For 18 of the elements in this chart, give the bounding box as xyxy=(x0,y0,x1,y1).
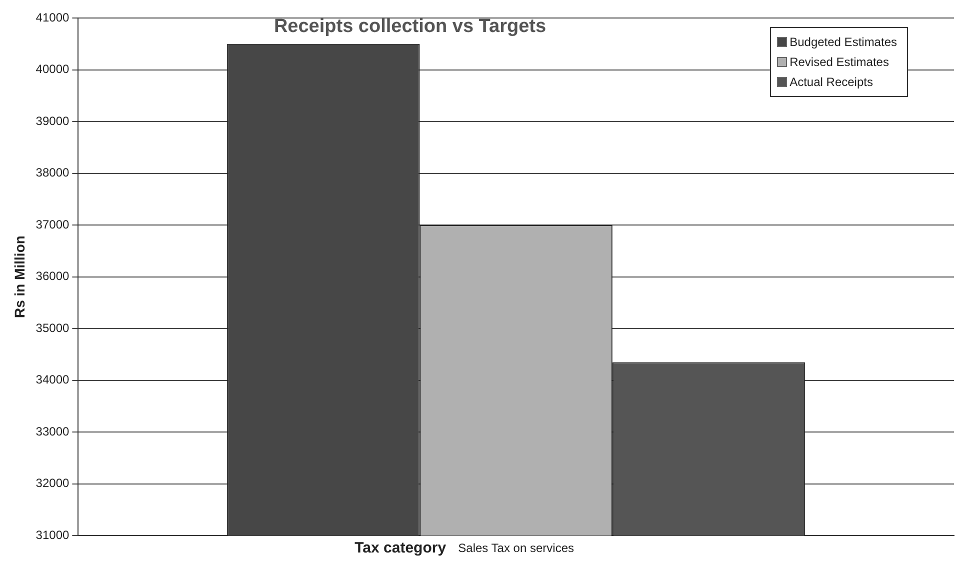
legend-label: Actual Receipts xyxy=(790,75,873,89)
legend-label: Revised Estimates xyxy=(790,55,889,69)
legend-label: Budgeted Estimates xyxy=(790,35,897,49)
x-tick-label: Sales Tax on services xyxy=(458,541,574,556)
y-tick-label: 33000 xyxy=(36,424,70,438)
y-tick-label: 38000 xyxy=(36,166,70,180)
y-tick-label: 40000 xyxy=(36,62,70,76)
y-tick-label: 32000 xyxy=(36,476,70,490)
y-tick-label: 34000 xyxy=(36,372,70,387)
y-tick-label: 39000 xyxy=(36,114,70,128)
chart-title: Receipts collection vs Targets xyxy=(274,16,546,37)
y-axis-title: Rs in Million xyxy=(11,236,28,318)
y-tick-label: 35000 xyxy=(36,320,70,335)
x-axis-title: Tax category xyxy=(354,540,447,557)
y-tick-label: 37000 xyxy=(36,217,70,232)
y-tick-label: 31000 xyxy=(36,528,70,542)
y-tick-label: 36000 xyxy=(36,269,70,284)
y-tick-label: 41000 xyxy=(36,10,70,24)
